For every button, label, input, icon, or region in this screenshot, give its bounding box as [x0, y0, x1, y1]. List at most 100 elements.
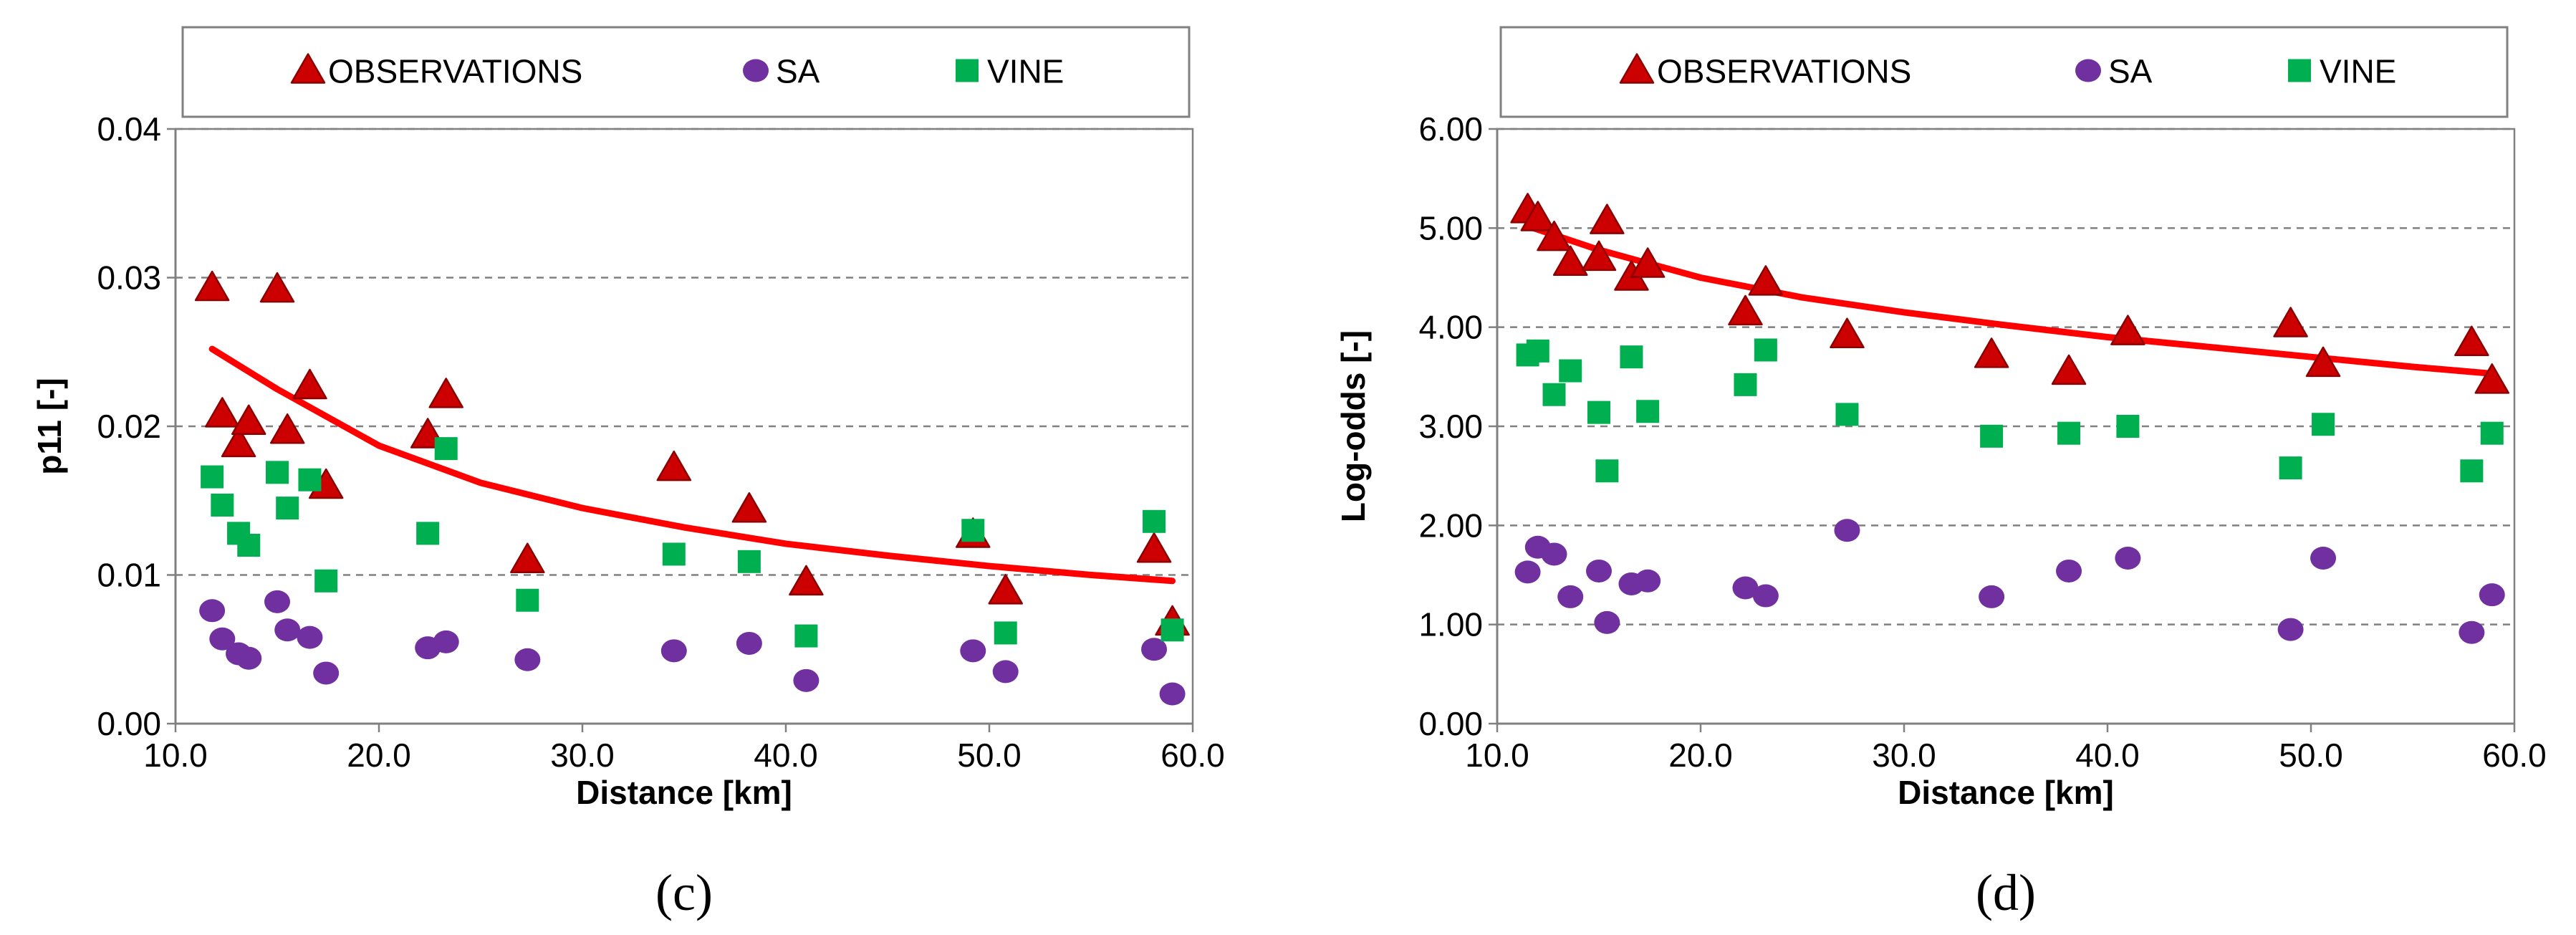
point-vine — [201, 465, 224, 489]
panel-label: (c) — [655, 864, 713, 921]
x-tick-label: 20.0 — [347, 737, 411, 774]
point-observations — [2454, 325, 2489, 357]
x-tick-label: 30.0 — [1872, 737, 1936, 774]
point-observations — [1748, 265, 1784, 296]
x-tick-label: 50.0 — [2279, 737, 2343, 774]
point-observations — [269, 413, 305, 444]
point-observations — [2305, 346, 2341, 378]
point-vine — [1559, 359, 1582, 383]
y-tick-label: 2.00 — [1418, 507, 1483, 544]
y-axis-title: Log-odds [-] — [1335, 330, 1372, 522]
point-observations — [194, 270, 230, 302]
y-tick-label: 1.00 — [1418, 606, 1483, 643]
x-tick-label: 40.0 — [2075, 737, 2140, 774]
series-observations — [1510, 193, 2510, 394]
point-sa — [209, 627, 236, 651]
point-sa — [793, 668, 820, 692]
point-sa — [1541, 542, 1567, 566]
point-observations — [1581, 240, 1617, 272]
point-vine — [416, 522, 440, 545]
legend-label-vine: VINE — [987, 53, 1064, 90]
trend-line-observations — [208, 345, 1176, 585]
point-vine — [314, 569, 338, 593]
legend-label-sa: SA — [776, 53, 820, 90]
legend-label-observations: OBSERVATIONS — [328, 53, 582, 90]
point-sa — [433, 630, 459, 653]
point-sa — [1594, 610, 1620, 634]
point-vine — [1636, 400, 1660, 423]
point-observations — [2051, 354, 2087, 385]
point-observations — [1136, 532, 1172, 563]
point-sa — [2459, 620, 2485, 644]
point-observations — [656, 450, 692, 481]
point-observations — [205, 397, 240, 428]
point-sa — [274, 618, 301, 642]
y-tick-label: 0.01 — [97, 557, 161, 594]
point-observations — [221, 426, 256, 458]
point-sa — [1586, 559, 1612, 582]
legend-marker-vine — [956, 59, 979, 82]
point-vine — [1587, 401, 1610, 424]
chart-panel-c: 0.00 0.01 0.02 0.03 0.04 10.0 20.0 30.0 40.0 50.0… — [31, 26, 1225, 921]
y-tick-label: 3.00 — [1418, 408, 1483, 445]
point-vine — [516, 588, 539, 612]
point-sa — [1834, 519, 1860, 542]
point-observations — [231, 404, 266, 436]
point-observations — [1590, 203, 1625, 234]
point-vine — [1526, 339, 1549, 363]
point-vine — [2460, 459, 2484, 483]
point-observations — [1974, 337, 2009, 368]
x-tick-label: 20.0 — [1668, 737, 1733, 774]
x-tick-label: 30.0 — [550, 737, 615, 774]
point-sa — [1514, 560, 1541, 584]
point-vine — [434, 437, 458, 461]
y-tick-label: 5.00 — [1418, 209, 1483, 246]
series-sa — [1514, 519, 2505, 644]
chart-panel-d: 0.00 1.00 2.00 3.00 4.00 5.00 6.00 10.0 20.0 30.0… — [1335, 26, 2547, 921]
y-tick-label: 4.00 — [1418, 309, 1483, 346]
point-sa — [992, 660, 1019, 684]
point-vine — [1143, 509, 1166, 533]
x-tick-label: 60.0 — [1160, 737, 1225, 774]
y-tick-label: 0.00 — [97, 705, 161, 742]
point-sa — [660, 639, 687, 663]
series-sa — [199, 590, 1186, 706]
point-sa — [2310, 546, 2337, 570]
point-sa — [1732, 576, 1759, 600]
point-sa — [1557, 585, 1584, 608]
series-vine — [1516, 338, 2504, 483]
x-axis-title: Distance [km] — [1898, 774, 2114, 811]
x-tick-label: 40.0 — [754, 737, 818, 774]
point-sa — [236, 646, 262, 670]
point-vine — [1835, 403, 1859, 426]
point-observations — [259, 272, 295, 303]
legend-marker-observations — [290, 53, 326, 84]
point-sa — [2479, 583, 2505, 607]
point-observations — [1830, 317, 1865, 348]
point-sa — [514, 648, 541, 671]
x-tick-label: 10.0 — [1465, 737, 1529, 774]
y-tick-label: 0.02 — [97, 408, 161, 445]
y-tick-label: 0.00 — [1418, 705, 1483, 742]
point-vine — [2480, 421, 2504, 445]
point-sa — [736, 631, 762, 655]
legend-label-vine: VINE — [2320, 53, 2396, 90]
point-observations — [1537, 220, 1572, 251]
point-sa — [2115, 546, 2141, 570]
y-tick-label: 0.03 — [97, 259, 161, 297]
point-sa — [1159, 682, 1186, 706]
point-sa — [297, 625, 323, 649]
series-vine — [201, 437, 1184, 648]
point-vine — [1980, 424, 2004, 448]
legend-marker-sa — [2075, 59, 2101, 82]
panel-label: (d) — [1976, 864, 2036, 921]
series-observations — [194, 270, 1190, 636]
legend-box — [1499, 26, 2509, 118]
point-vine — [276, 497, 299, 520]
point-vine — [2116, 415, 2140, 438]
y-tick-label: 6.00 — [1418, 110, 1483, 148]
point-sa — [2277, 618, 2304, 641]
point-observations — [789, 565, 824, 596]
point-vine — [237, 534, 261, 557]
point-observations — [1728, 294, 1763, 326]
